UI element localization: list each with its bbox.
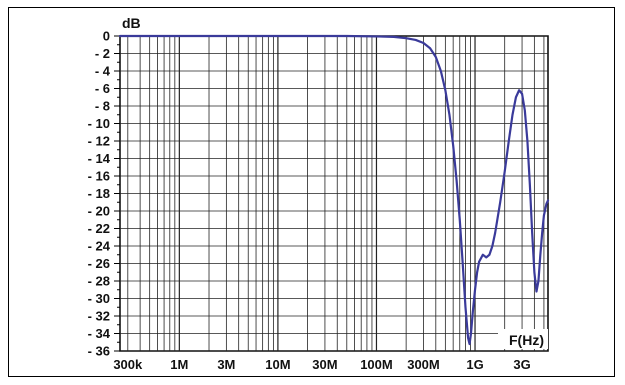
chart-frame xyxy=(8,7,615,377)
y-tick-label: - 10 xyxy=(88,116,110,131)
y-tick-label: - 26 xyxy=(88,256,110,271)
x-tick-label: 3G xyxy=(513,357,530,372)
x-tick-label: 100M xyxy=(360,357,393,372)
x-tick-label: 3M xyxy=(217,357,235,372)
x-tick-label: 1M xyxy=(170,357,188,372)
x-tick-label: 10M xyxy=(265,357,290,372)
y-tick-label: - 30 xyxy=(88,291,110,306)
x-axis-label-background xyxy=(498,329,548,349)
y-axis-label: dB xyxy=(122,15,141,31)
y-tick-label: 0 xyxy=(103,29,110,44)
y-tick-label: - 16 xyxy=(88,169,110,184)
y-tick-label: - 22 xyxy=(88,221,110,236)
y-tick-label: - 14 xyxy=(88,151,111,166)
x-axis-label: F(Hz) xyxy=(509,332,544,348)
y-tick-label: - 20 xyxy=(88,204,110,219)
y-tick-label: - 8 xyxy=(95,99,110,114)
y-tick-label: - 6 xyxy=(95,81,110,96)
x-tick-label: 300k xyxy=(113,357,143,372)
series-line xyxy=(118,34,550,346)
y-tick-label: - 34 xyxy=(88,326,111,341)
y-tick-label: - 18 xyxy=(88,186,110,201)
y-tick-label: - 2 xyxy=(95,46,110,61)
x-tick-label: 300M xyxy=(407,357,440,372)
y-tick-label: - 32 xyxy=(88,309,110,324)
y-tick-label: - 4 xyxy=(95,64,111,79)
x-tick-label: 1G xyxy=(466,357,483,372)
y-tick-label: - 12 xyxy=(88,134,110,149)
y-tick-label: - 36 xyxy=(88,344,110,359)
y-tick-label: - 24 xyxy=(88,239,111,254)
y-tick-label: - 28 xyxy=(88,274,110,289)
x-tick-label: 30M xyxy=(312,357,337,372)
